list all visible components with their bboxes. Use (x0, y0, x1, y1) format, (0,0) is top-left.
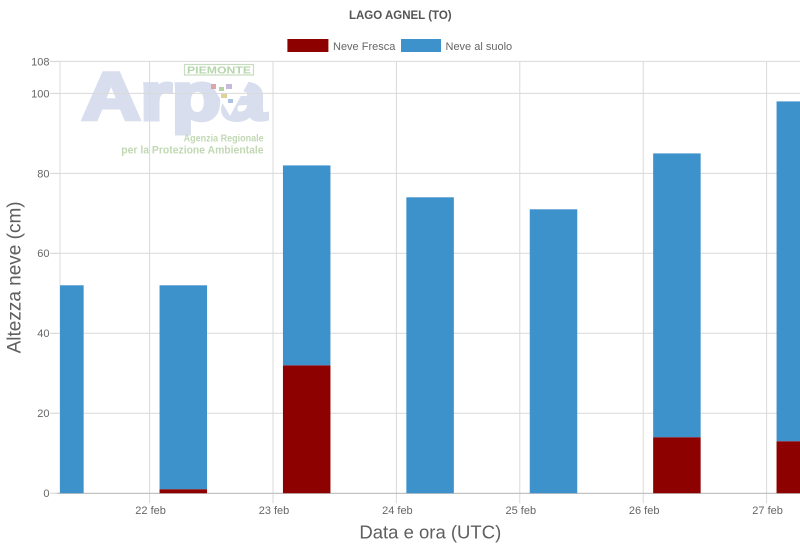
svg-text:22 feb: 22 feb (135, 505, 166, 517)
svg-text:108: 108 (31, 56, 49, 68)
svg-text:60: 60 (37, 248, 49, 260)
svg-text:Agenzia Regionale: Agenzia Regionale (184, 132, 264, 144)
svg-text:20: 20 (37, 408, 49, 420)
svg-text:Data e ora (UTC): Data e ora (UTC) (359, 521, 501, 542)
svg-text:40: 40 (37, 328, 49, 340)
svg-text:24 feb: 24 feb (382, 505, 413, 517)
svg-text:per la Protezione Ambientale: per la Protezione Ambientale (121, 145, 263, 157)
svg-text:Neve Fresca: Neve Fresca (333, 41, 396, 53)
svg-text:Neve al suolo: Neve al suolo (446, 41, 513, 53)
svg-text:27 feb: 27 feb (752, 505, 783, 517)
svg-text:Altezza neve (cm): Altezza neve (cm) (5, 201, 26, 353)
svg-text:23 feb: 23 feb (259, 505, 290, 517)
svg-text:26 feb: 26 feb (629, 505, 660, 517)
svg-text:25 feb: 25 feb (506, 505, 537, 517)
svg-text:80: 80 (37, 168, 49, 180)
svg-text:LAGO AGNEL (TO): LAGO AGNEL (TO) (349, 10, 452, 22)
svg-text:0: 0 (43, 488, 49, 500)
svg-text:100: 100 (31, 88, 49, 100)
svg-text:PIEMONTE: PIEMONTE (187, 66, 251, 77)
